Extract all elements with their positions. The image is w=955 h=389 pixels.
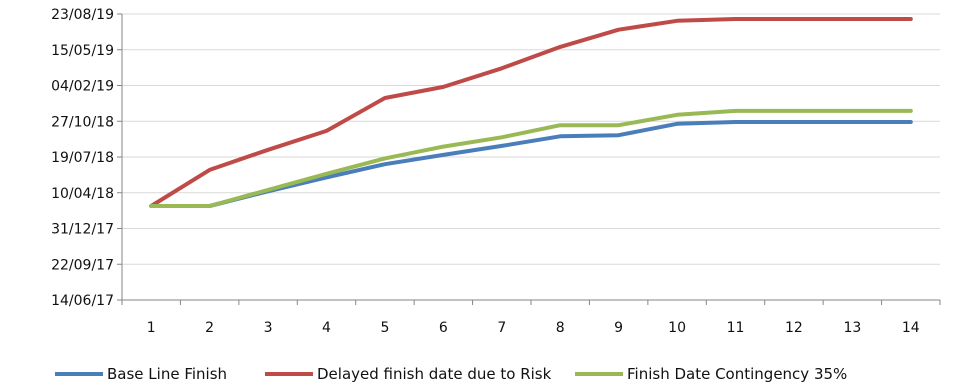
y-tick-label: 27/10/18: [51, 114, 114, 130]
x-tick-label: 4: [322, 320, 331, 336]
x-tick-label: 11: [727, 320, 745, 336]
y-tick-label: 14/06/17: [51, 293, 114, 309]
series-line-3: [149, 108, 913, 208]
axes: [117, 13, 941, 305]
series-lines: [149, 17, 913, 208]
x-tick-label: 7: [497, 320, 506, 336]
y-tick-label: 31/12/17: [51, 222, 114, 238]
x-tick-label: 8: [556, 320, 565, 336]
x-tick-label: 9: [614, 320, 623, 336]
x-tick-label: 13: [843, 320, 861, 336]
y-tick-labels: 14/06/17 22/09/17 31/12/17 10/04/18 19/07/18…: [51, 7, 114, 309]
legend-label-1: Base Line Finish: [107, 365, 227, 383]
y-tick-label: 10/04/18: [51, 186, 114, 202]
x-tick-label: 2: [205, 320, 214, 336]
x-tick-label: 10: [668, 320, 686, 336]
y-tick-label: 19/07/18: [51, 150, 114, 166]
y-tick-label: 15/05/19: [51, 43, 114, 59]
y-tick-label: 04/02/19: [51, 79, 114, 95]
legend-label-3: Finish Date Contingency 35%: [627, 365, 847, 383]
y-tick-label: 23/08/19: [51, 7, 114, 23]
y-tick-label: 22/09/17: [51, 257, 114, 273]
x-tick-label: 14: [902, 320, 920, 336]
series-line-1: [149, 120, 913, 208]
x-tick-labels: 1 2 3 4 5 6 7 8 9 10 11 12 13 14: [147, 320, 920, 336]
series-line-2: [149, 17, 913, 208]
x-tick-label: 5: [380, 320, 389, 336]
legend-label-2: Delayed finish date due to Risk: [317, 365, 552, 383]
legend: Base Line Finish Delayed finish date due …: [55, 365, 847, 383]
x-tick-label: 6: [439, 320, 448, 336]
x-tick-label: 12: [785, 320, 803, 336]
x-tick-label: 1: [147, 320, 156, 336]
x-tick-label: 3: [264, 320, 273, 336]
